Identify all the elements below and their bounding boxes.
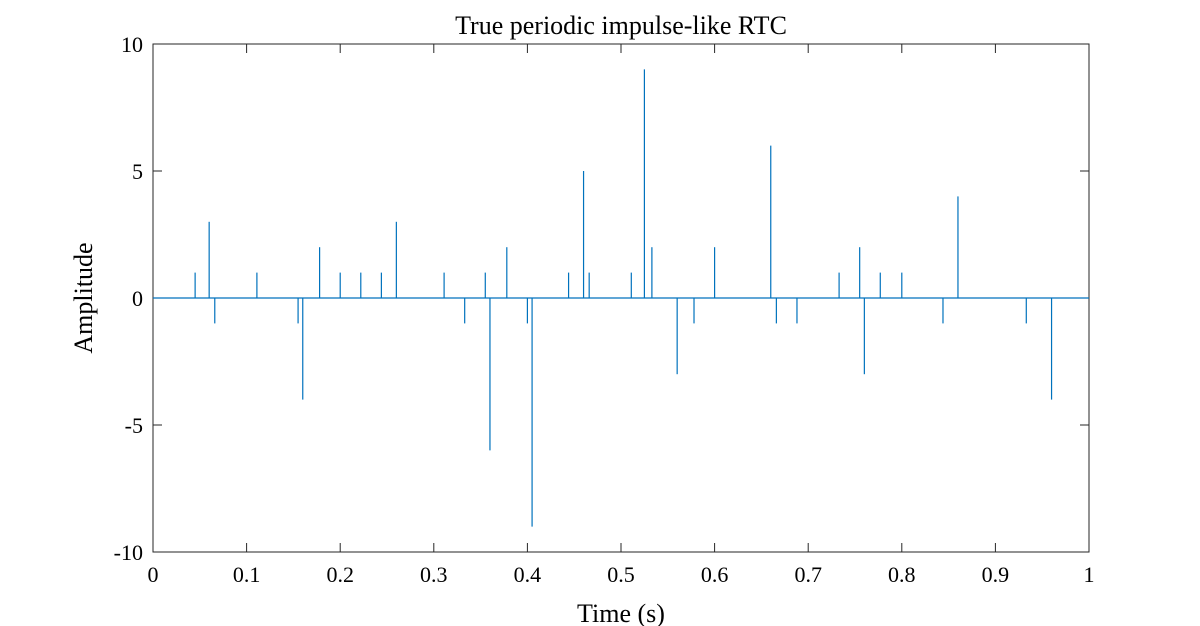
y-tick-label: 5	[132, 159, 143, 184]
y-tick-label: 10	[121, 32, 143, 57]
tick-labels: 0 0.1 0.2 0.3 0.4 0.5 0.6 0.7 0.8 0.9 1 -10 -5 0 5 10	[114, 32, 1095, 587]
x-tick-label: 0.2	[326, 562, 354, 587]
x-axis-label: Time (s)	[577, 599, 665, 626]
chart-title: True periodic impulse-like RTC	[455, 11, 787, 40]
y-axis-label: Amplitude	[69, 242, 98, 353]
x-tick-label: 0.6	[701, 562, 729, 587]
x-tick-label: 0.3	[420, 562, 448, 587]
x-tick-label: 0.4	[514, 562, 542, 587]
x-tick-label: 0	[148, 562, 159, 587]
x-tick-label: 0.8	[888, 562, 916, 587]
x-tick-label: 0.7	[794, 562, 822, 587]
x-tick-label: 0.5	[607, 562, 635, 587]
x-tick-label: 1	[1084, 562, 1095, 587]
x-tick-label: 0.1	[233, 562, 261, 587]
x-tick-label: 0.9	[982, 562, 1010, 587]
series-layer	[153, 69, 1089, 527]
y-tick-label: -10	[114, 540, 143, 565]
y-tick-label: -5	[125, 413, 143, 438]
y-tick-label: 0	[132, 286, 143, 311]
